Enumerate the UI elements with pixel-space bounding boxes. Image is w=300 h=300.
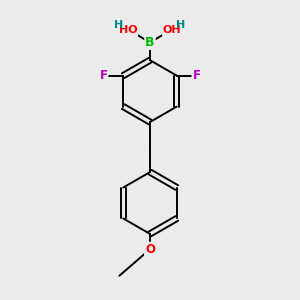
Text: OH: OH <box>163 25 182 35</box>
Text: F: F <box>193 69 200 82</box>
Text: HO: HO <box>118 25 137 35</box>
Text: B: B <box>145 36 155 49</box>
Text: O: O <box>145 243 155 256</box>
Text: H: H <box>115 20 124 30</box>
Text: H: H <box>176 20 185 30</box>
Text: F: F <box>100 69 107 82</box>
